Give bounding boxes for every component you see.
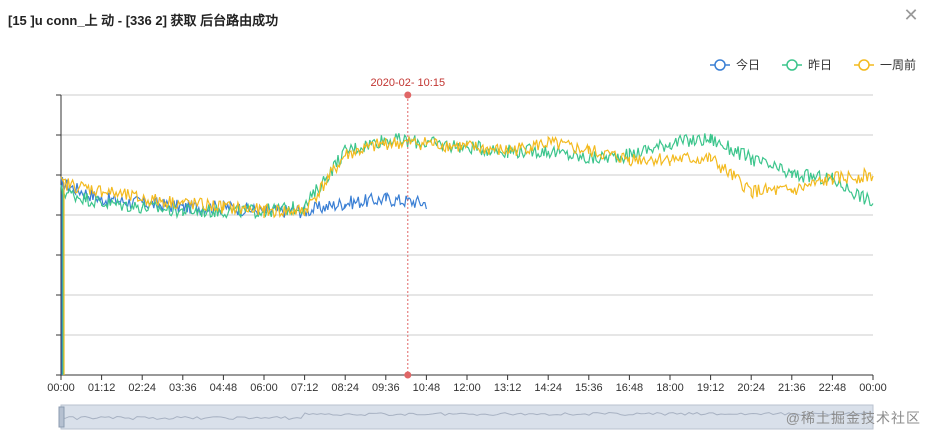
legend-item-2[interactable]: 昨日 bbox=[782, 58, 832, 72]
x-tick-label: 01:12 bbox=[88, 382, 116, 394]
legend-marker bbox=[786, 59, 798, 71]
watermark: @稀土掘金技术社区 bbox=[785, 410, 921, 426]
legend-label: 一周前 bbox=[880, 57, 916, 72]
dialog-title: [15 ]u conn_上 动 - [336 2] 获取 后台路由成功 bbox=[8, 13, 279, 28]
x-tick-label: 08:24 bbox=[331, 382, 359, 394]
axes: 00:00 01:12 02:24 03:36 04:48 06:00 07:12 08:24… bbox=[47, 94, 887, 394]
x-tick-label: 00:00 bbox=[47, 382, 75, 394]
legend[interactable]: 今日 昨日 一周前 bbox=[710, 57, 916, 72]
slider-preview-line bbox=[60, 411, 874, 421]
x-tick-label: 09:36 bbox=[372, 382, 400, 394]
pointer-label: 2020-02- 10:15 bbox=[370, 77, 445, 89]
legend-label: 昨日 bbox=[808, 58, 832, 72]
legend-marker bbox=[858, 59, 870, 71]
slider-handle-left[interactable] bbox=[58, 406, 65, 428]
x-tick-label: 15:36 bbox=[575, 382, 603, 394]
x-tick-label: 16:48 bbox=[616, 382, 644, 394]
zoom-slider[interactable] bbox=[58, 404, 874, 430]
time-pointer: 2020-02- 10:15 bbox=[370, 77, 445, 379]
pointer-bottom-dot bbox=[404, 371, 412, 379]
legend-label: 今日 bbox=[736, 57, 760, 72]
legend-marker bbox=[714, 59, 726, 71]
x-tick-label: 19:12 bbox=[697, 382, 725, 394]
series-line-2 bbox=[60, 133, 874, 375]
x-tick-label: 21:36 bbox=[778, 382, 806, 394]
x-tick-label: 00:00 bbox=[859, 382, 887, 394]
x-tick-label: 18:00 bbox=[656, 382, 684, 394]
x-tick-label: 22:48 bbox=[819, 382, 847, 394]
x-tick-label: 10:48 bbox=[413, 382, 441, 394]
legend-item-3[interactable]: 一周前 bbox=[854, 57, 916, 72]
x-tick-label: 03:36 bbox=[169, 382, 197, 394]
x-tick-label: 13:12 bbox=[494, 382, 522, 394]
x-tick-label: 02:24 bbox=[128, 382, 156, 394]
close-icon[interactable]: ✕ bbox=[903, 5, 919, 25]
x-tick-label: 20:24 bbox=[737, 382, 765, 394]
x-tick-label: 04:48 bbox=[210, 382, 238, 394]
x-tick-label: 07:12 bbox=[291, 382, 319, 394]
x-tick-label: 14:24 bbox=[534, 382, 562, 394]
x-tick-label: 06:00 bbox=[250, 382, 278, 394]
x-tick-label: 12:00 bbox=[453, 382, 481, 394]
series-line-3 bbox=[60, 135, 874, 375]
series-line-1 bbox=[60, 176, 427, 375]
series-lines bbox=[60, 133, 874, 375]
legend-item-1[interactable]: 今日 bbox=[710, 57, 760, 72]
pointer-top-dot bbox=[404, 91, 412, 99]
grid-lines bbox=[61, 94, 873, 376]
